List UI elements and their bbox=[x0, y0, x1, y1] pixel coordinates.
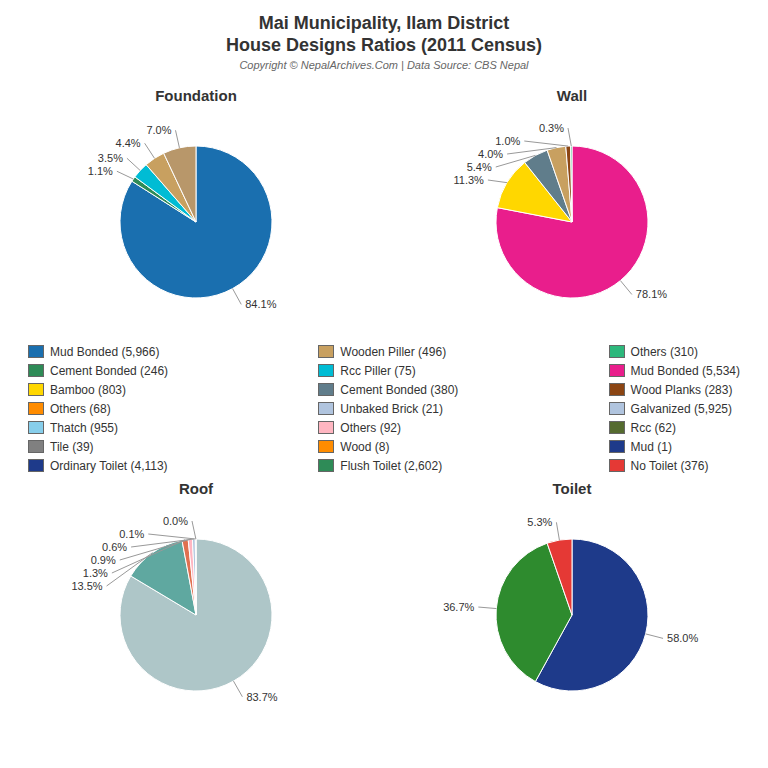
svg-text:84.1%: 84.1% bbox=[245, 298, 276, 310]
svg-text:5.3%: 5.3% bbox=[527, 516, 552, 528]
html-text:Rcc (62): Rcc (62) bbox=[630, 420, 676, 435]
html-text:Wood Planks (283): Wood Planks (283) bbox=[630, 382, 733, 397]
html-text:Thatch (955): Thatch (955) bbox=[50, 420, 118, 435]
svg-text:3.5%: 3.5% bbox=[98, 152, 123, 164]
svg-text:1.0%: 1.0% bbox=[495, 135, 520, 147]
html-text:Mud Bonded (5,534): Mud Bonded (5,534) bbox=[630, 363, 740, 378]
svg-text:5.4%: 5.4% bbox=[467, 161, 492, 173]
svg-text:0.6%: 0.6% bbox=[102, 541, 127, 553]
html-text:Toilet: Toilet bbox=[552, 480, 592, 497]
html-text:Mud Bonded (5,966): Mud Bonded (5,966) bbox=[50, 344, 160, 359]
html-text:Galvanized (5,925): Galvanized (5,925) bbox=[630, 401, 732, 416]
svg-text:4.4%: 4.4% bbox=[116, 137, 141, 149]
html-text:Wooden Piller (496): Wooden Piller (496) bbox=[340, 344, 447, 359]
html-text:Cement Bonded (246): Cement Bonded (246) bbox=[50, 363, 169, 378]
html-text:Wall: Wall bbox=[556, 87, 588, 104]
html-text:Copyright © NepalArchives.Com: Copyright © NepalArchives.Com | Data Sou… bbox=[239, 59, 529, 71]
svg-text:1.3%: 1.3% bbox=[83, 567, 108, 579]
html-text:Tile (39): Tile (39) bbox=[50, 439, 94, 454]
svg-text:58.0%: 58.0% bbox=[667, 632, 698, 644]
html-text:Bamboo (803): Bamboo (803) bbox=[50, 382, 126, 397]
html-text:Others (68): Others (68) bbox=[50, 401, 111, 416]
html-text:Others (92): Others (92) bbox=[340, 420, 401, 435]
svg-text:4.0%: 4.0% bbox=[478, 148, 503, 160]
svg-text:0.9%: 0.9% bbox=[91, 554, 116, 566]
html-text:Unbaked Brick (21): Unbaked Brick (21) bbox=[340, 401, 443, 416]
html-text:Mud (1): Mud (1) bbox=[630, 439, 672, 454]
svg-text:7.0%: 7.0% bbox=[146, 124, 171, 136]
svg-text:36.7%: 36.7% bbox=[443, 601, 474, 613]
svg-text:78.1%: 78.1% bbox=[636, 288, 667, 300]
html-text:House Designs Ratios (2011 Cen: House Designs Ratios (2011 Census) bbox=[225, 35, 542, 55]
svg-text:0.1%: 0.1% bbox=[119, 528, 144, 540]
svg-text:11.3%: 11.3% bbox=[454, 174, 485, 186]
svg-text:1.1%: 1.1% bbox=[88, 165, 113, 177]
html-text:Roof: Roof bbox=[178, 480, 214, 497]
html-text:Foundation: Foundation bbox=[155, 87, 237, 104]
svg-text:0.3%: 0.3% bbox=[539, 122, 564, 134]
html-text:Wood (8): Wood (8) bbox=[340, 439, 390, 454]
svg-text:0.0%: 0.0% bbox=[163, 515, 188, 527]
html-text:Cement Bonded (380): Cement Bonded (380) bbox=[340, 382, 459, 397]
svg-text:83.7%: 83.7% bbox=[246, 691, 277, 703]
html-text:Mai Municipality, Ilam Distric: Mai Municipality, Ilam District bbox=[258, 13, 510, 33]
html-text:Others (310): Others (310) bbox=[630, 344, 698, 359]
svg-text:13.5%: 13.5% bbox=[71, 580, 102, 592]
html-text:Rcc Piller (75): Rcc Piller (75) bbox=[340, 363, 416, 378]
html-text:Flush Toilet (2,602): Flush Toilet (2,602) bbox=[340, 458, 443, 473]
html-text:No Toilet (376): No Toilet (376) bbox=[630, 458, 709, 473]
html-text:Ordinary Toilet (4,113): Ordinary Toilet (4,113) bbox=[50, 458, 168, 473]
